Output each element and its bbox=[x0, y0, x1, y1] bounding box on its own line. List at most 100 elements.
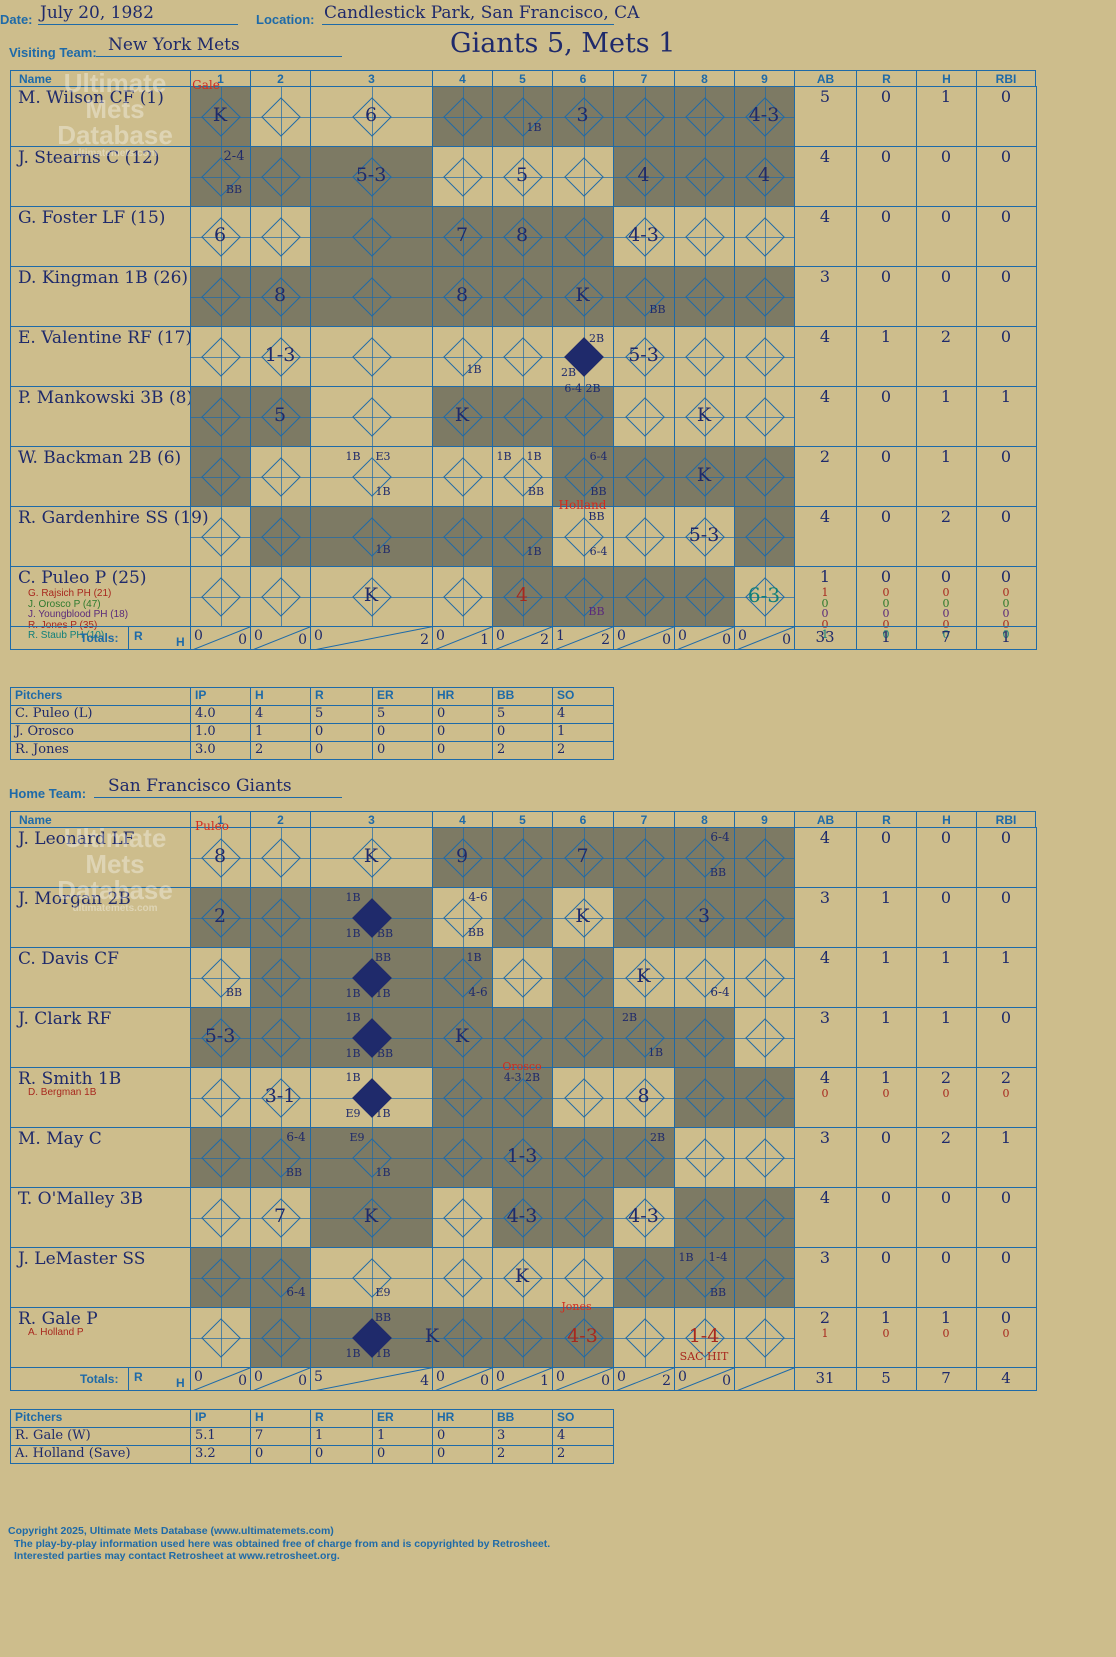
stat-value: 4 bbox=[819, 948, 831, 967]
play-notation: 6-4 bbox=[710, 985, 730, 1000]
diamond-guide bbox=[583, 207, 585, 267]
sub-stat-value: 0 bbox=[821, 607, 829, 620]
diamond-guide bbox=[705, 948, 706, 1008]
at-bat-cell bbox=[250, 1307, 311, 1368]
stat-value: 1 bbox=[940, 1308, 952, 1327]
inning-runs: 0 bbox=[617, 628, 626, 644]
at-bat-cell bbox=[432, 86, 493, 147]
pitching-header: HR bbox=[432, 687, 493, 706]
pitching-cell: 2 bbox=[552, 741, 614, 760]
pitching-cell: R. Gale (W) bbox=[10, 1427, 191, 1446]
inning-hits: 0 bbox=[298, 1373, 307, 1389]
diamond-guide bbox=[523, 1188, 524, 1248]
stat-value: 3 bbox=[819, 888, 831, 907]
play-notation: 4 bbox=[515, 583, 529, 606]
at-bat-cell bbox=[552, 947, 614, 1008]
diamond-guide bbox=[221, 507, 222, 567]
at-bat-cell bbox=[492, 1307, 553, 1368]
sub-stat-value: 0 bbox=[821, 617, 829, 631]
diamond-guide bbox=[644, 447, 646, 507]
play-notation: BB bbox=[225, 182, 243, 196]
watermark-text: Database bbox=[57, 875, 173, 905]
diamond-guide bbox=[583, 1128, 585, 1188]
inning-runs: 0 bbox=[556, 1369, 565, 1385]
play-notation: 3 bbox=[576, 103, 589, 126]
stat-value: 0 bbox=[940, 267, 952, 286]
inning-runs: 0 bbox=[678, 1369, 687, 1385]
inning-hits: 0 bbox=[722, 1373, 731, 1389]
at-bat-cell bbox=[674, 206, 735, 267]
stat-value: 0 bbox=[880, 387, 892, 406]
stat-value: 0 bbox=[940, 1188, 952, 1207]
inning-header-9: 9 bbox=[734, 811, 794, 827]
diamond-guide bbox=[281, 147, 282, 207]
at-bat-cell bbox=[310, 1187, 433, 1248]
diamond-guide bbox=[463, 507, 464, 567]
at-bat-cell bbox=[492, 206, 553, 267]
pitching-header: SO bbox=[552, 687, 614, 706]
inning-hits: 0 bbox=[662, 632, 671, 648]
base-diamond bbox=[624, 1318, 665, 1358]
player-name: C. Puleo P (25) bbox=[18, 568, 147, 588]
play-notation: Orosco bbox=[502, 1059, 542, 1073]
base-diamond bbox=[685, 97, 725, 137]
diamond-guide bbox=[705, 387, 706, 447]
diamond-guide bbox=[463, 387, 464, 447]
inning-total-cell bbox=[734, 1367, 795, 1391]
base-diamond bbox=[685, 1138, 725, 1178]
pitching-cell: 2 bbox=[552, 1445, 614, 1464]
play-notation: BB bbox=[590, 484, 607, 498]
at-bat-cell bbox=[674, 566, 735, 627]
pitching-cell: 4 bbox=[552, 705, 614, 724]
inning-hits: 2 bbox=[601, 632, 610, 648]
base-diamond bbox=[201, 1078, 241, 1118]
base-diamond bbox=[201, 577, 241, 617]
diamond-guide bbox=[583, 948, 585, 1008]
base-diamond bbox=[563, 1078, 604, 1118]
diamond-guide bbox=[372, 387, 373, 447]
pitching-header: BB bbox=[492, 687, 553, 706]
base-diamond bbox=[443, 157, 483, 197]
stat-total-value: 1 bbox=[1001, 628, 1011, 646]
stat-value: 3 bbox=[819, 1128, 831, 1147]
stat-value: 0 bbox=[880, 207, 892, 226]
stat-value: 1 bbox=[940, 387, 952, 406]
play-notation: 4-3 bbox=[628, 1204, 659, 1227]
diamond-guide bbox=[463, 948, 464, 1008]
play-notation: 8 bbox=[213, 844, 227, 867]
play-notation: 2B bbox=[649, 1130, 666, 1144]
base-diamond bbox=[503, 397, 543, 437]
at-bat-cell bbox=[734, 827, 795, 888]
player-name: J. Stearns C (12) bbox=[18, 148, 160, 168]
play-notation: E9 bbox=[345, 1106, 361, 1120]
pitching-cell: A. Holland (Save) bbox=[10, 1445, 191, 1464]
at-bat-cell bbox=[674, 1007, 735, 1068]
stat-value: 4 bbox=[819, 828, 831, 847]
base-diamond bbox=[624, 517, 665, 557]
at-bat-cell bbox=[674, 86, 735, 147]
stat-header-r: R bbox=[856, 811, 916, 827]
at-bat-cell bbox=[552, 1187, 614, 1248]
at-bat-cell bbox=[734, 326, 795, 387]
sub-stat-value: 0 bbox=[821, 596, 829, 610]
stat-value: 0 bbox=[1000, 267, 1012, 286]
play-notation: 6-4 bbox=[286, 1285, 306, 1300]
diamond-guide bbox=[281, 387, 282, 447]
diamond-guide bbox=[372, 1128, 373, 1188]
watermark-logo: Ultimate Mets Database ultimatemets.com bbox=[50, 70, 180, 160]
diamond-guide bbox=[644, 948, 646, 1008]
inning-runs: 0 bbox=[617, 1369, 626, 1385]
inning-runs: 5 bbox=[314, 1369, 323, 1385]
stat-value: 1 bbox=[940, 87, 952, 106]
diamond-guide bbox=[765, 1008, 766, 1068]
sub-stat-value: 0 bbox=[1002, 628, 1010, 641]
stat-value: 4 bbox=[819, 387, 831, 406]
play-notation: 7 bbox=[455, 223, 469, 246]
diamond-guide bbox=[281, 207, 282, 267]
at-bat-cell bbox=[674, 1067, 735, 1128]
diamond-guide bbox=[644, 507, 646, 567]
play-notation: 4-6 bbox=[468, 890, 488, 905]
at-bat-cell bbox=[734, 1187, 795, 1248]
diamond-guide bbox=[583, 888, 585, 948]
stat-total-value: 7 bbox=[941, 628, 951, 646]
